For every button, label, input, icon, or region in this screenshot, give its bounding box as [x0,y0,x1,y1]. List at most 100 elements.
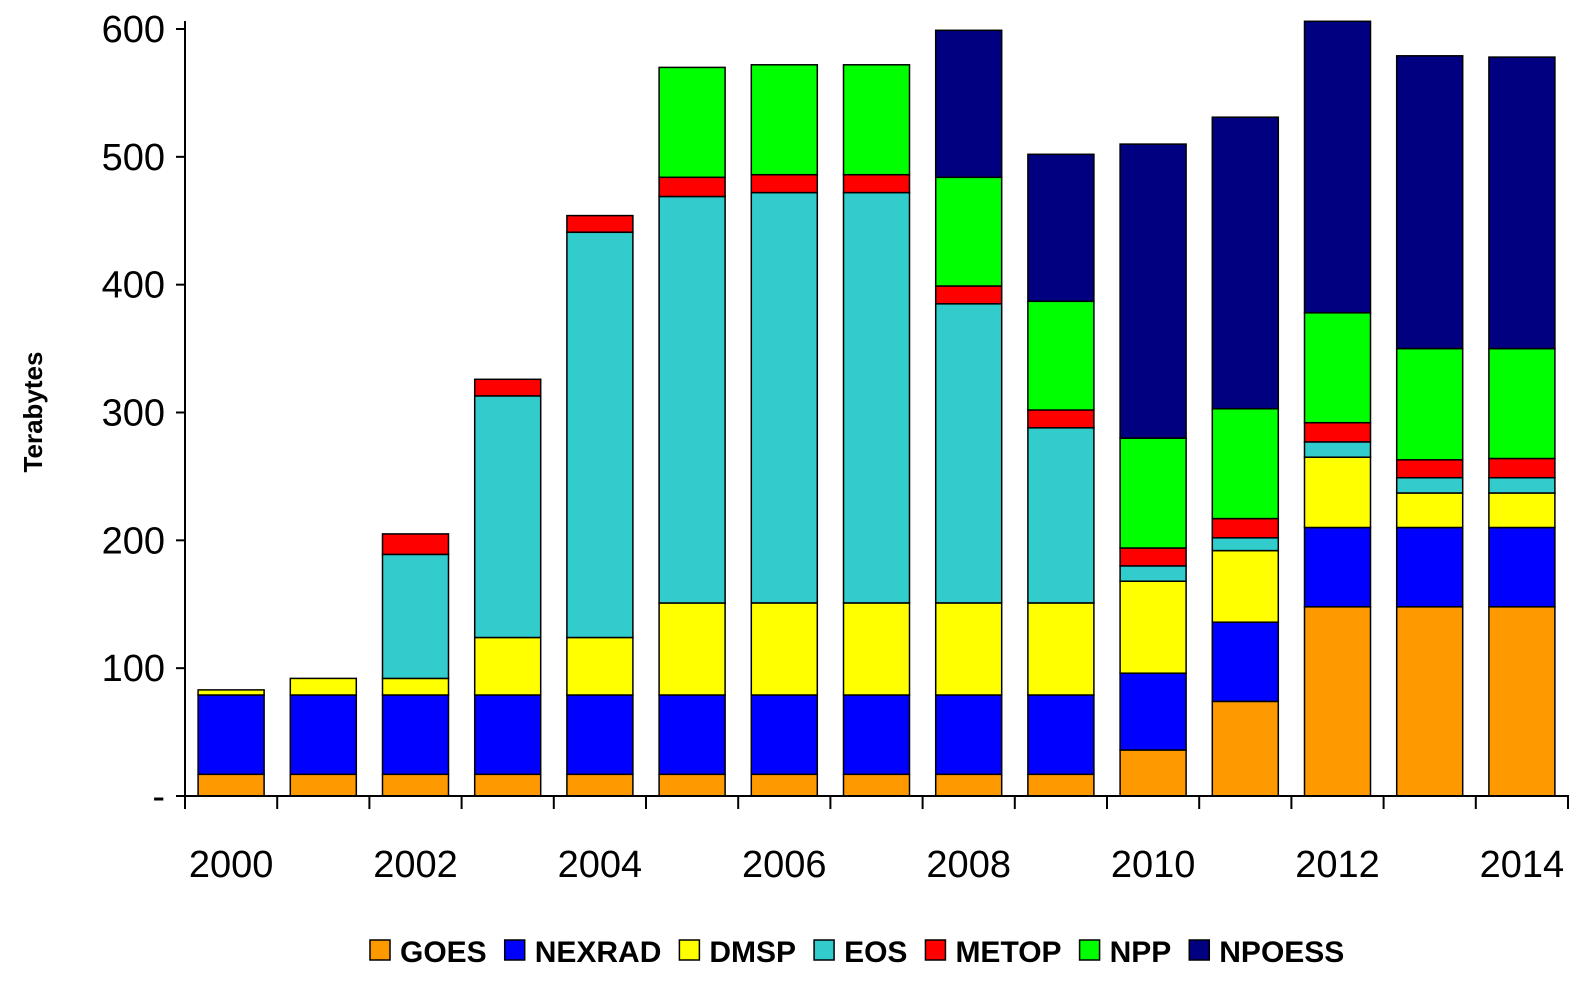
bar-segment-npoess-2012 [1303,20,1372,314]
bar-segment-nexrad-2009 [1027,694,1095,776]
x-tick-label: 2012 [1295,844,1380,886]
bar-segment-metop-2013 [1395,459,1464,479]
legend-label-npp: NPP [1110,936,1172,969]
bar-segment-goes-2008 [934,773,1003,797]
bar-segment-goes-2009 [1027,773,1095,797]
bar-segment-metop-2006 [750,173,819,194]
bar-segment-npoess-2010 [1119,143,1187,439]
bar-segment-npoess-2009 [1027,153,1095,303]
bar-segment-eos-2010 [1119,565,1187,582]
bar-segment-nexrad-2005 [658,694,726,776]
bar-segment-npp-2012 [1303,312,1372,424]
bars-group [197,20,1556,797]
bar-segment-dmsp-2006 [750,602,819,696]
x-tick-label: 2006 [742,844,827,886]
bar-segment-goes-2011 [1211,700,1280,797]
legend-swatch-goes [369,939,391,961]
bar-segment-eos-2006 [750,191,819,604]
y-tick-label: 100 [102,648,165,690]
axes-group: - 100 200 300 400 500 600 2000 2002 2004 2006 2008 2… [102,9,1569,886]
bar-segment-npp-2014 [1488,347,1556,460]
bar-segment-metop-2002 [381,533,450,556]
bar-segment-npp-2010 [1119,437,1187,549]
bar-segment-nexrad-2001 [289,694,358,776]
bar-segment-dmsp-2013 [1395,492,1464,529]
bar-segment-goes-2005 [658,773,726,797]
bar-segment-metop-2011 [1211,517,1280,539]
legend-label-npoess: NPOESS [1219,936,1344,969]
bar-segment-eos-2002 [381,553,450,680]
y-tick-label: 600 [102,9,165,51]
bar-segment-dmsp-2012 [1303,456,1372,529]
bar-segment-goes-2014 [1488,606,1556,797]
bar-segment-metop-2003 [473,378,542,397]
bar-segment-dmsp-2010 [1119,580,1187,674]
bar-segment-metop-2004 [566,214,634,233]
bar-segment-npp-2013 [1395,347,1464,461]
bar-segment-goes-2001 [289,773,358,797]
bar-segment-eos-2004 [566,231,634,639]
x-tick-label: 2000 [189,844,274,886]
bar-segment-eos-2003 [473,395,542,639]
y-axis-title: Terabytes [18,352,48,473]
x-tick-label: 2010 [1111,844,1196,886]
bar-segment-nexrad-2003 [473,694,542,776]
bar-segment-dmsp-2008 [934,602,1003,696]
bar-segment-npp-2009 [1027,300,1095,411]
bar-segment-npp-2007 [842,64,911,176]
bar-segment-nexrad-2013 [1395,526,1464,608]
y-tick-label: - [152,776,165,818]
bar-segment-nexrad-2006 [750,694,819,776]
bar-segment-metop-2007 [842,173,911,194]
bar-segment-eos-2013 [1395,476,1464,494]
bar-segment-goes-2012 [1303,606,1372,797]
legend-swatch-metop [924,939,947,961]
bar-segment-metop-2005 [658,176,726,198]
legend: GOES NEXRAD DMSP EOS METOP NPP NPOESS [369,936,1344,969]
bar-segment-nexrad-2014 [1488,526,1556,608]
bar-segment-goes-2003 [473,773,542,797]
legend-label-eos: EOS [844,936,907,969]
legend-label-metop: METOP [955,936,1061,969]
legend-swatch-npp [1078,939,1101,961]
bar-segment-nexrad-2011 [1211,621,1280,703]
bar-segment-nexrad-2000 [197,694,265,776]
bar-segment-metop-2014 [1488,457,1556,479]
bar-segment-eos-2007 [842,191,911,604]
bar-segment-npoess-2011 [1211,116,1280,410]
bar-segment-dmsp-2011 [1211,549,1280,623]
x-tick-label: 2002 [373,844,458,886]
bar-segment-goes-2002 [381,773,450,797]
legend-swatch-npoess [1188,939,1211,961]
bar-segment-metop-2009 [1027,409,1095,429]
bar-segment-dmsp-2004 [566,636,634,696]
bar-segment-npoess-2013 [1395,55,1464,350]
legend-swatch-dmsp [678,939,701,961]
bar-segment-eos-2008 [934,303,1003,604]
legend-swatch-nexrad [503,939,526,961]
bar-segment-dmsp-2000 [197,689,265,696]
bar-segment-nexrad-2012 [1303,526,1372,608]
legend-swatch-eos [813,939,835,961]
bar-segment-eos-2011 [1211,537,1280,552]
x-tick-label: 2004 [558,844,643,886]
y-tick-label: 300 [102,393,165,435]
bar-segment-goes-2013 [1395,606,1464,797]
bar-segment-goes-2004 [566,773,634,797]
bar-segment-metop-2010 [1119,547,1187,567]
y-tick-label: 500 [102,137,165,179]
bar-segment-nexrad-2004 [566,694,634,776]
bar-segment-metop-2008 [934,285,1003,305]
legend-label-nexrad: NEXRAD [535,936,662,969]
bar-segment-nexrad-2002 [381,694,450,776]
bar-segment-npp-2008 [934,176,1003,287]
bar-segment-dmsp-2014 [1488,492,1556,529]
bar-segment-goes-2000 [197,773,265,797]
legend-label-dmsp: DMSP [709,936,796,969]
bar-segment-npp-2011 [1211,407,1280,520]
bar-segment-eos-2014 [1488,476,1556,494]
bar-segment-dmsp-2003 [473,636,542,696]
bar-segment-eos-2012 [1303,441,1372,458]
bar-segment-nexrad-2010 [1119,672,1187,751]
